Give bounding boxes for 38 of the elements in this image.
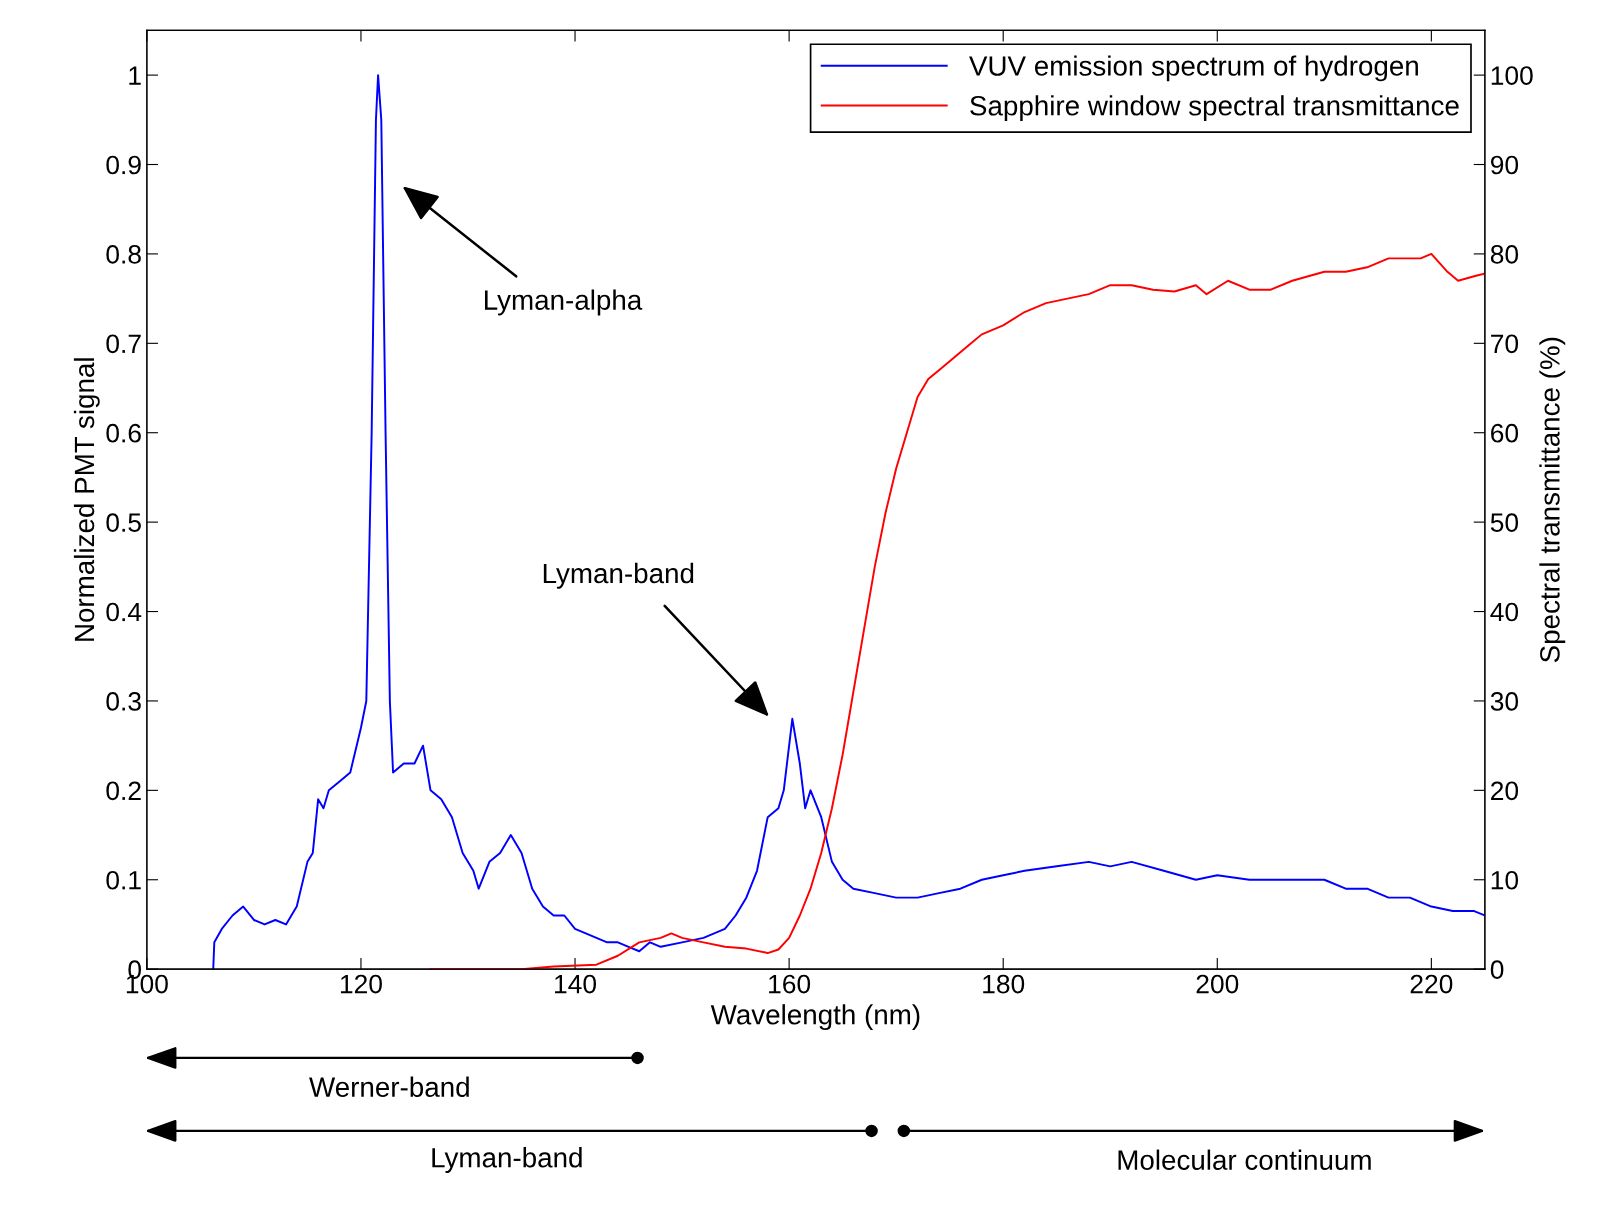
- y2-tick-label: 80: [1490, 245, 1519, 264]
- y-tick-label: 0.8: [106, 245, 141, 264]
- annotation: Lyman-band: [543, 562, 694, 589]
- y-tick-label: 1: [129, 66, 141, 85]
- y-tick-label: 0.6: [106, 423, 141, 443]
- x-tick-label: 200: [1196, 974, 1239, 994]
- y2-tick-label: 100: [1491, 66, 1533, 85]
- y-axis-title: Normalized PMT signal: [73, 358, 100, 641]
- x-tick-label: 180: [983, 974, 1025, 994]
- legend-label: Sapphire window spectral transmittance: [970, 95, 1459, 122]
- text: Lyman-band: [432, 1147, 582, 1174]
- y-tick-label: 0.2: [106, 781, 141, 801]
- y2-tick-label: 40: [1490, 602, 1519, 622]
- y2-axis-title: Spectral transmittance (%): [1539, 337, 1566, 663]
- annotation: Lyman-alpha: [484, 289, 643, 316]
- y2-tick-label: 90: [1490, 155, 1519, 175]
- y2-tick-label: 0: [1490, 960, 1504, 979]
- x-tick-label: 220: [1410, 974, 1453, 994]
- y2-tick-label: 20: [1491, 781, 1519, 801]
- y2-tick-label: 70: [1491, 334, 1519, 354]
- y2-tick-label: 60: [1491, 423, 1519, 443]
- x-tick-label: 160: [769, 974, 811, 994]
- text: Molecular continuum: [1118, 1149, 1371, 1170]
- x-tick-label: 140: [555, 974, 597, 994]
- y-tick-label: 0.1: [106, 870, 141, 890]
- y2-tick-label: 50: [1490, 513, 1519, 532]
- y-tick-label: 0.9: [106, 155, 141, 175]
- line-series: [429, 252, 1485, 970]
- x-axis-title: Wavelength (nm): [710, 1004, 920, 1031]
- y2-tick-label: 10: [1491, 870, 1519, 890]
- text: Werner-band: [309, 1076, 469, 1097]
- y-tick-label: 0.3: [106, 692, 141, 711]
- y-tick-label: 0.4: [106, 602, 142, 622]
- legend-label: VUV emission spectrum of hydrogen: [969, 55, 1418, 82]
- y2-tick-label: 30: [1490, 692, 1519, 711]
- y-tick-label: 0.7: [106, 334, 141, 354]
- x-tick-label: 120: [340, 974, 382, 994]
- y-tick-label: 0.5: [106, 513, 141, 532]
